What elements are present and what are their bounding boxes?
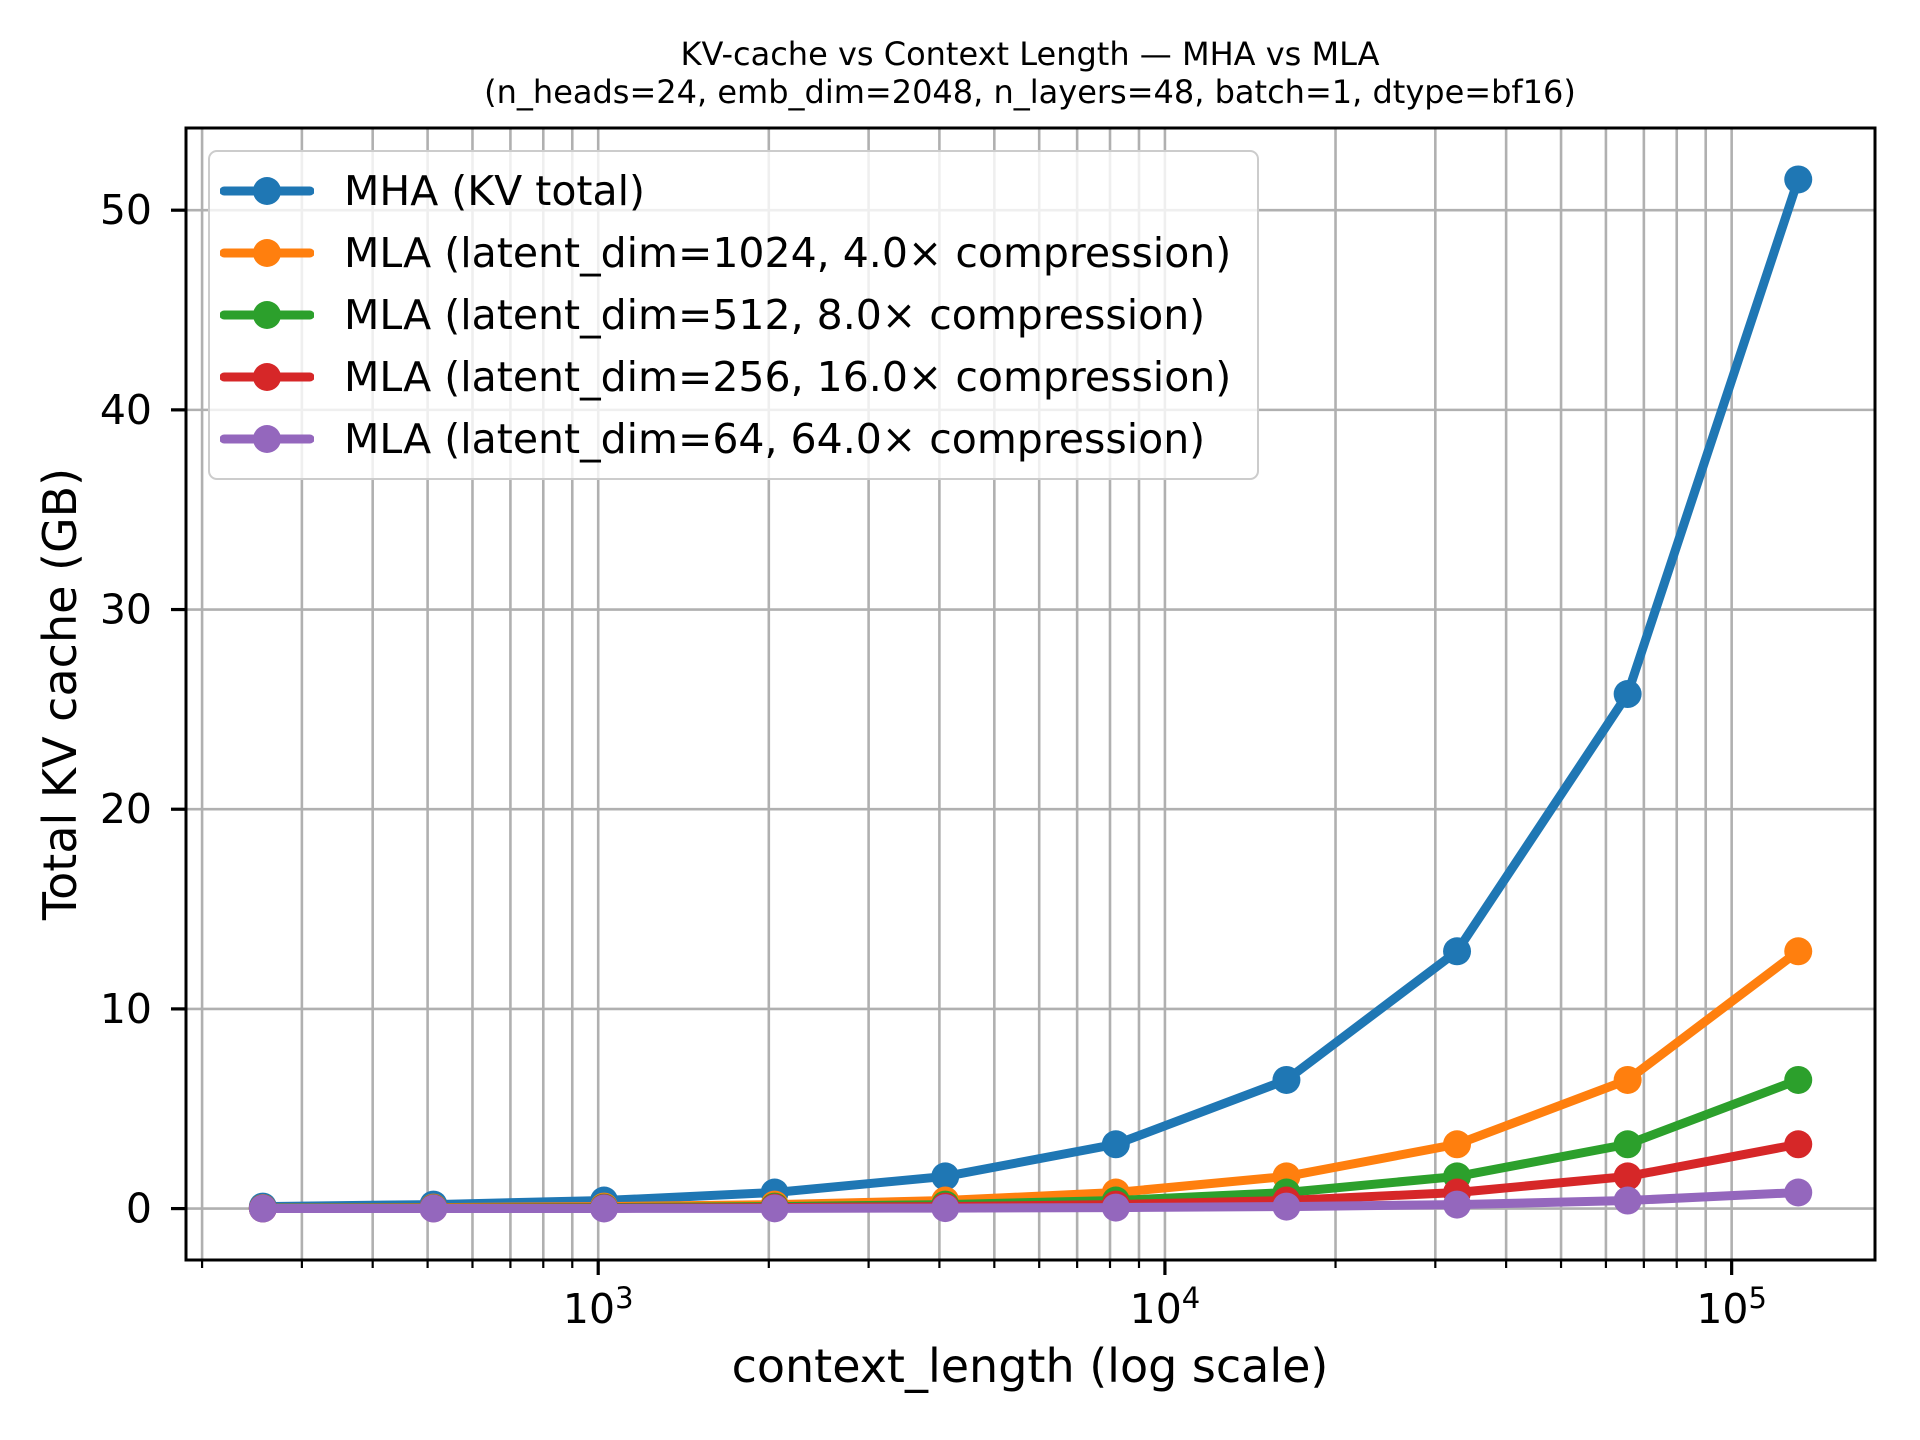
data-point bbox=[248, 1194, 277, 1223]
data-point bbox=[1272, 1192, 1301, 1221]
x-tick-label: 104 bbox=[1130, 1281, 1201, 1333]
data-point bbox=[1443, 1130, 1472, 1159]
legend-marker bbox=[253, 363, 281, 391]
legend-marker bbox=[253, 301, 281, 329]
data-point bbox=[1443, 1190, 1472, 1219]
legend-marker bbox=[253, 177, 281, 205]
legend: MHA (KV total) MLA (latent_dim=1024, 4.0×… bbox=[208, 150, 1260, 480]
y-axis-label: Total KV cache (GB) bbox=[33, 468, 87, 921]
legend-label: MLA (latent_dim=256, 16.0× compression) bbox=[344, 352, 1232, 401]
legend-item: MLA (latent_dim=512, 8.0× compression) bbox=[220, 284, 1231, 346]
legend-marker bbox=[253, 425, 281, 453]
data-point bbox=[931, 1162, 960, 1191]
data-point bbox=[931, 1194, 960, 1223]
legend-line-marker-icon bbox=[220, 177, 314, 205]
data-point bbox=[590, 1194, 619, 1223]
data-point bbox=[419, 1194, 448, 1223]
legend-label: MLA (latent_dim=512, 8.0× compression) bbox=[344, 290, 1206, 339]
y-tick-label: 0 bbox=[126, 1185, 152, 1233]
axes: 103 104 105 0 10 20 30 40 50 bbox=[100, 186, 1767, 1333]
data-point bbox=[1443, 937, 1472, 966]
x-axis-label: context_length (log scale) bbox=[732, 1339, 1329, 1393]
legend-item: MLA (latent_dim=64, 64.0× compression) bbox=[220, 408, 1231, 470]
plot-border bbox=[184, 126, 1877, 1262]
data-point bbox=[1613, 1130, 1642, 1159]
series-line bbox=[258, 1188, 1803, 1214]
data-point bbox=[760, 1194, 789, 1223]
legend-item: MLA (latent_dim=1024, 4.0× compression) bbox=[220, 222, 1231, 284]
y-tick-label: 10 bbox=[100, 985, 152, 1033]
legend-line-marker-icon bbox=[220, 239, 314, 267]
data-point bbox=[1784, 1130, 1813, 1159]
data-point bbox=[1784, 1065, 1813, 1094]
data-point bbox=[1613, 1162, 1642, 1191]
legend-label: MLA (latent_dim=1024, 4.0× compression) bbox=[344, 228, 1232, 277]
x-tick-label: 105 bbox=[1696, 1281, 1767, 1333]
data-point bbox=[1101, 1130, 1130, 1159]
series-line bbox=[258, 946, 1803, 1213]
legend-marker bbox=[253, 239, 281, 267]
legend-label: MHA (KV total) bbox=[344, 166, 645, 215]
chart-subtitle: (n_heads=24, emb_dim=2048, n_layers=48, … bbox=[484, 73, 1576, 111]
chart-title: KV-cache vs Context Length — MHA vs MLA bbox=[680, 35, 1379, 73]
legend-item: MHA (KV total) bbox=[220, 160, 1231, 222]
legend-line-marker-icon bbox=[220, 363, 314, 391]
data-point bbox=[1101, 1193, 1130, 1222]
y-tick-label: 40 bbox=[100, 386, 152, 434]
legend-item: MLA (latent_dim=256, 16.0× compression) bbox=[220, 346, 1231, 408]
x-tick-label: 103 bbox=[563, 1281, 634, 1333]
data-point bbox=[1272, 1065, 1301, 1094]
data-point bbox=[1784, 1178, 1813, 1207]
data-point bbox=[1784, 937, 1813, 966]
y-tick-label: 20 bbox=[100, 785, 152, 833]
data-point bbox=[1784, 165, 1813, 194]
series-mla-latent-dim-64-64-0-compression bbox=[248, 1178, 1813, 1223]
legend-line-marker-icon bbox=[220, 301, 314, 329]
legend-line-marker-icon bbox=[220, 425, 314, 453]
data-point bbox=[1613, 1186, 1642, 1215]
data-point bbox=[1613, 680, 1642, 709]
data-point bbox=[1613, 1065, 1642, 1094]
series-line bbox=[258, 174, 1803, 1212]
y-tick-label: 50 bbox=[100, 186, 152, 234]
data-series bbox=[248, 165, 1813, 1223]
legend-label: MLA (latent_dim=64, 64.0× compression) bbox=[344, 414, 1206, 463]
y-tick-label: 30 bbox=[100, 586, 152, 634]
